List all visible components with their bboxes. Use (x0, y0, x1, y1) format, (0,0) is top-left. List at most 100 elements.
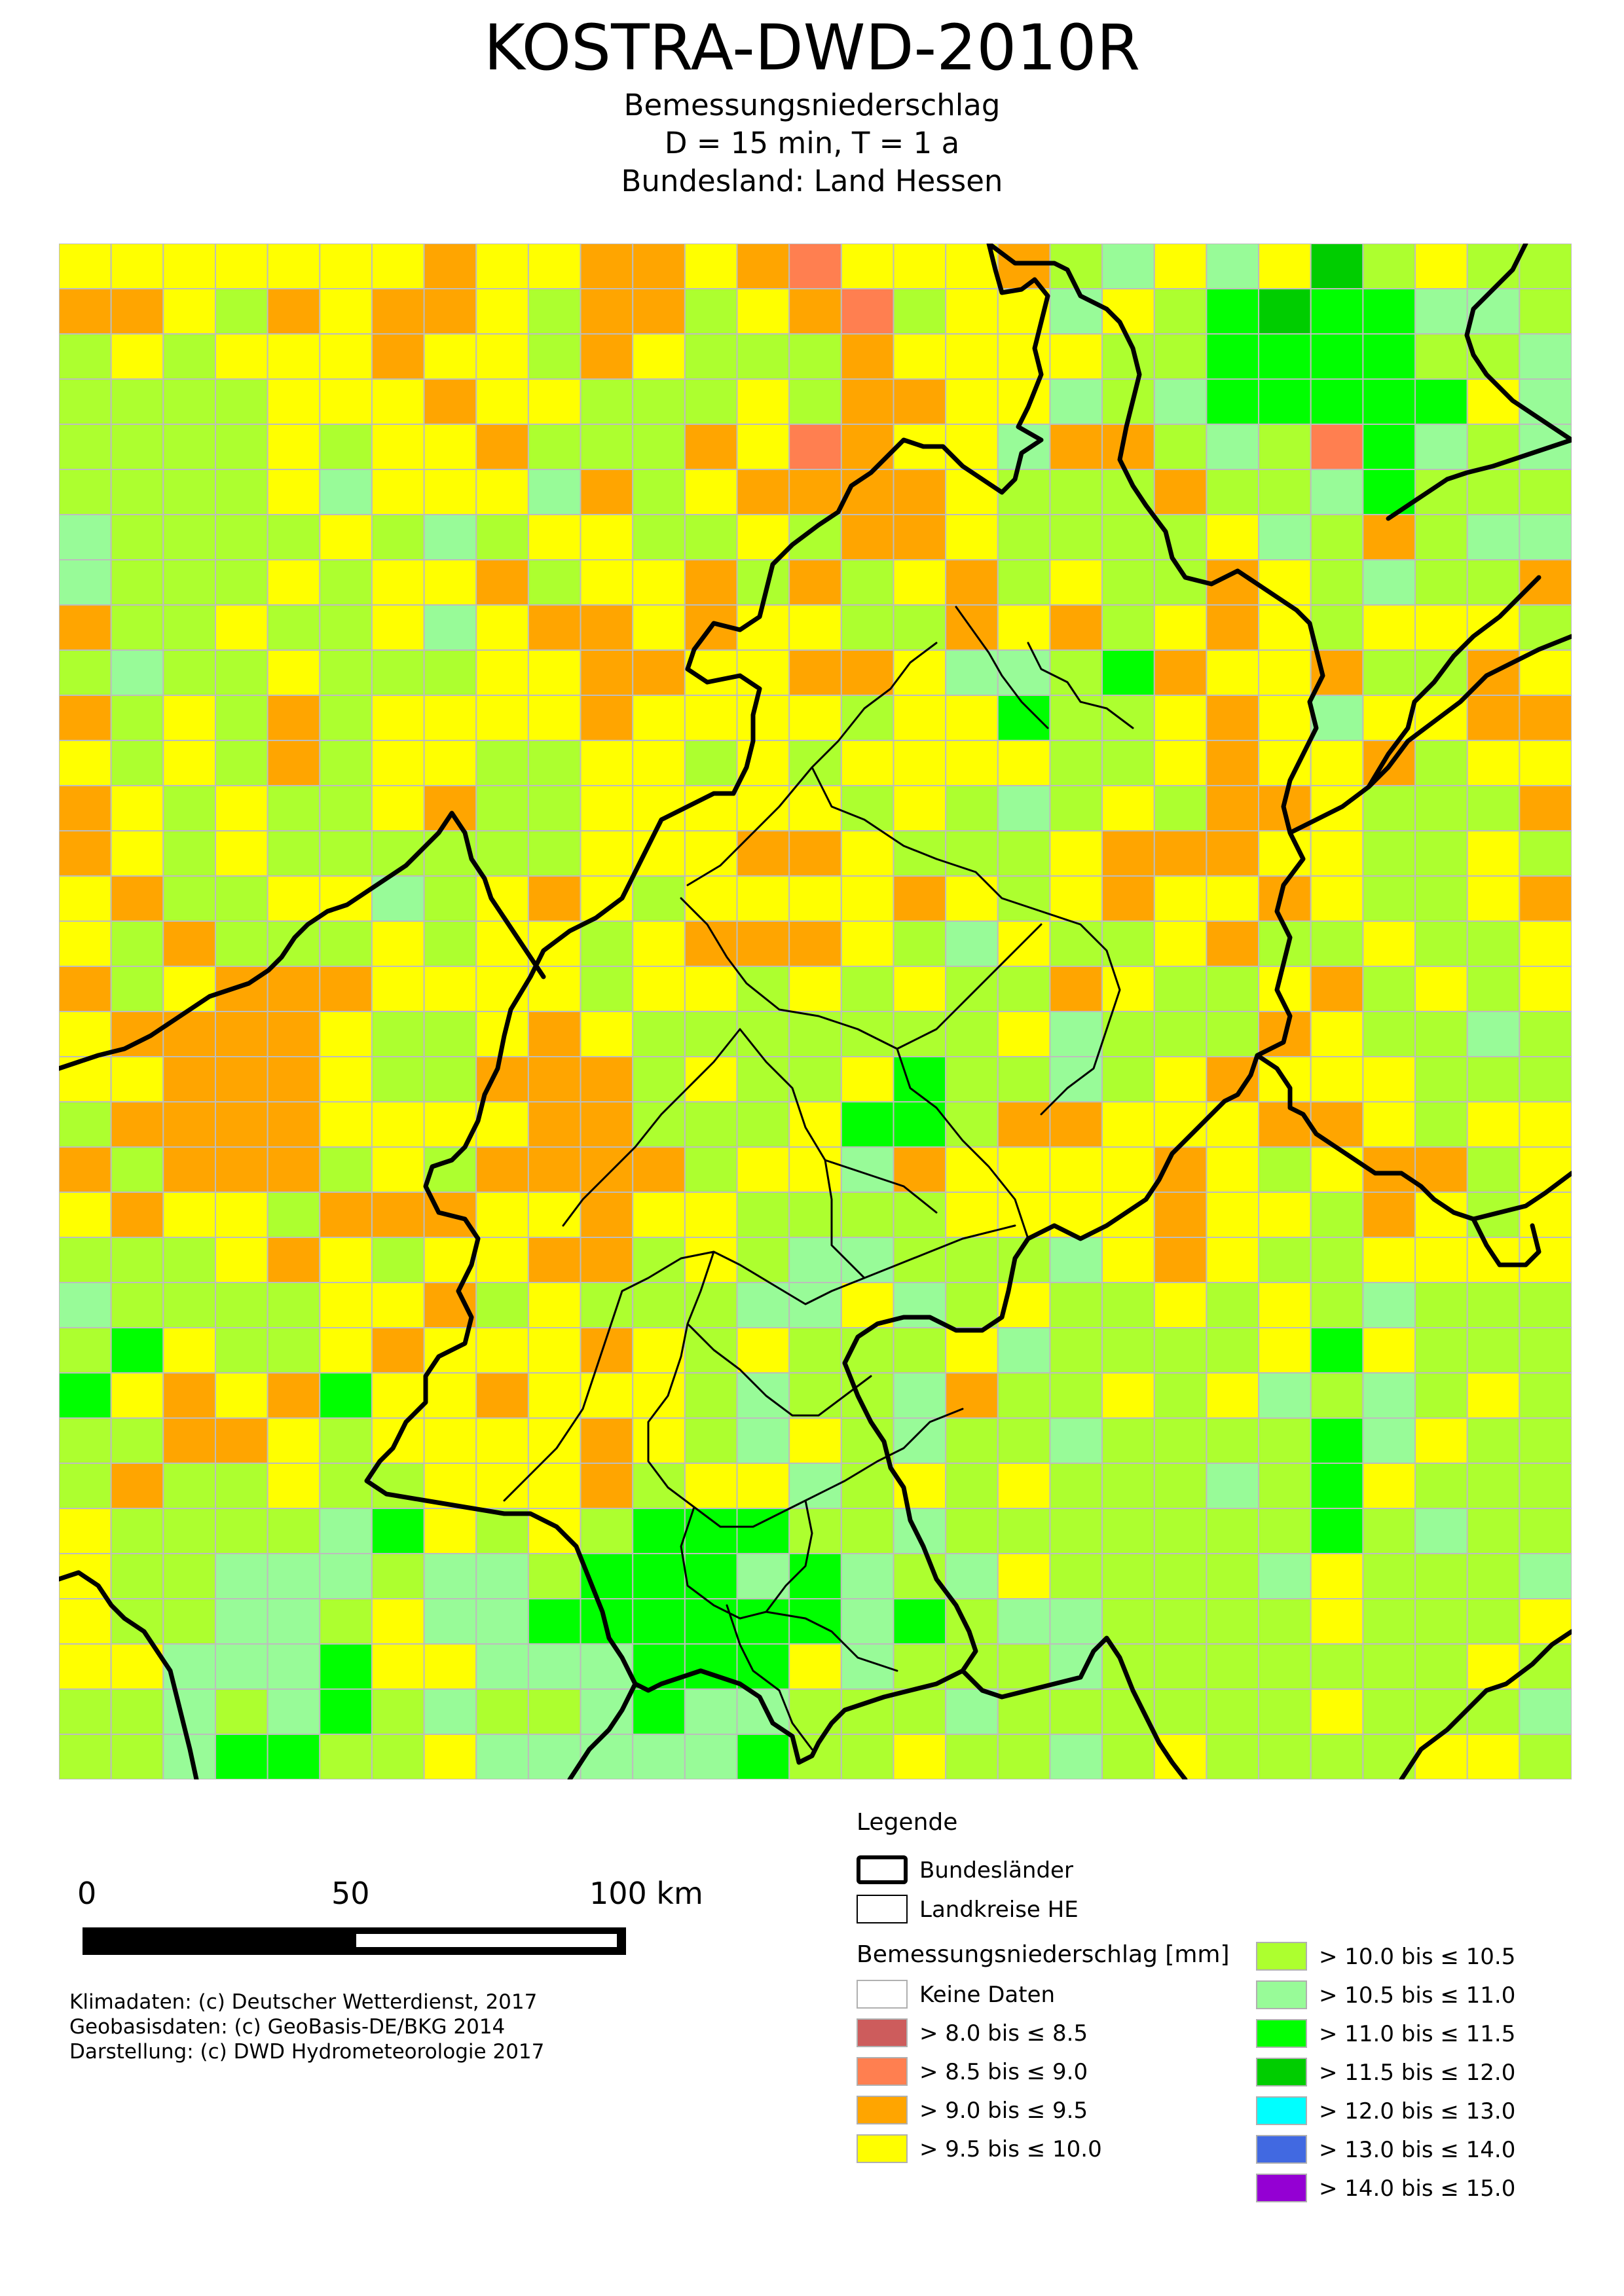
grid-cell (59, 559, 112, 606)
grid-cell (736, 1327, 790, 1374)
grid-cell (1310, 740, 1364, 786)
grid-cell (1310, 1463, 1364, 1509)
grid-cell (997, 830, 1051, 877)
grid-cell (684, 875, 738, 922)
grid-cell (893, 1011, 947, 1057)
grid-cell (1414, 1056, 1468, 1102)
grid-cell (1414, 1598, 1468, 1645)
grid-cell (1519, 333, 1572, 380)
grid-cell (684, 1688, 738, 1735)
grid-cell (1153, 1553, 1208, 1599)
grid-cell (1101, 1598, 1155, 1645)
grid-cell (1519, 1192, 1572, 1238)
grid-cell (1362, 1011, 1416, 1057)
grid-cell (1414, 1372, 1468, 1419)
grid-cell (788, 1553, 842, 1599)
grid-cell (1519, 1417, 1572, 1464)
grid-cell (423, 920, 477, 967)
grid-cell (214, 1372, 268, 1419)
grid-cell (1049, 1463, 1103, 1509)
grid-cell (1362, 244, 1416, 289)
grid-cell (684, 1598, 738, 1645)
grid-cell (319, 966, 373, 1012)
grid-cell (267, 1101, 321, 1148)
grid-cell (475, 1643, 529, 1690)
grid-cell (736, 1056, 790, 1102)
grid-cell (684, 695, 738, 741)
grid-cell (423, 604, 477, 651)
grid-cell (1153, 830, 1208, 877)
grid-cell (580, 1417, 634, 1464)
precipitation-map[interactable] (59, 244, 1572, 1779)
grid-cell (632, 1146, 686, 1193)
grid-cell (1258, 1282, 1312, 1328)
grid-cell (580, 740, 634, 786)
grid-cell (1258, 740, 1312, 786)
grid-cell (1414, 1463, 1468, 1509)
grid-cell (1362, 1688, 1416, 1735)
grid-cell (371, 1553, 425, 1599)
grid-cell (527, 966, 581, 1012)
grid-cell (1414, 1688, 1468, 1735)
grid-cell (1258, 1508, 1312, 1554)
grid-cell (788, 1327, 842, 1374)
grid-cell (945, 1011, 999, 1057)
grid-cell (997, 1146, 1051, 1193)
grid-cell (1310, 604, 1364, 651)
grid-cell (997, 875, 1051, 922)
grid-cell (1466, 559, 1521, 606)
grid-cell (893, 695, 947, 741)
grid-cell (475, 1327, 529, 1374)
grid-cell (319, 1192, 373, 1238)
credit-geobase-data: Geobasisdaten: (c) GeoBasis-DE/BKG 2014 (69, 2015, 506, 2039)
grid-cell (162, 1327, 216, 1374)
grid-cell (997, 1056, 1051, 1102)
grid-cell (997, 1011, 1051, 1057)
grid-cell (475, 1372, 529, 1419)
grid-cell (1466, 424, 1521, 470)
grid-cell (1206, 920, 1260, 967)
grid-cell (1049, 1146, 1103, 1193)
grid-cell (319, 920, 373, 967)
grid-cell (110, 1688, 164, 1735)
grid-cell (997, 1327, 1051, 1374)
grid-cell (1206, 785, 1260, 831)
grid-cell (162, 1146, 216, 1193)
legend-class-label: > 8.5 bis ≤ 9.0 (919, 2059, 1088, 2085)
grid-cell (1519, 740, 1572, 786)
grid-cell (527, 1553, 581, 1599)
grid-cell (1049, 604, 1103, 651)
grid-cell (840, 1553, 895, 1599)
scale-bar (83, 1927, 626, 1955)
grid-cell (893, 1417, 947, 1464)
grid-cell (319, 604, 373, 651)
grid-cell (1049, 559, 1103, 606)
grid-cell (267, 1372, 321, 1419)
grid-cell (319, 1237, 373, 1283)
grid-cell (423, 1598, 477, 1645)
grid-cell (267, 288, 321, 335)
grid-cell (1466, 920, 1521, 967)
grid-cell (214, 649, 268, 696)
grid-cell (59, 920, 112, 967)
grid-cell (1101, 604, 1155, 651)
grid-cell (580, 514, 634, 560)
grid-cell (1101, 559, 1155, 606)
grid-cell (632, 1688, 686, 1735)
grid-cell (110, 1056, 164, 1102)
grid-cell (788, 695, 842, 741)
grid-cell (1519, 1011, 1572, 1057)
grid-cell (1310, 1011, 1364, 1057)
grid-cell (1519, 1734, 1572, 1779)
grid-cell (1258, 1643, 1312, 1690)
grid-cell (1153, 1101, 1208, 1148)
grid-cell (1362, 1237, 1416, 1283)
grid-cell (893, 1372, 947, 1419)
grid-cell (267, 1146, 321, 1193)
grid-cell (110, 830, 164, 877)
grid-cell (1466, 1327, 1521, 1374)
grid-cell (893, 333, 947, 380)
grid-cell (1414, 1643, 1468, 1690)
grid-cell (527, 1056, 581, 1102)
grid-cell (1310, 1192, 1364, 1238)
